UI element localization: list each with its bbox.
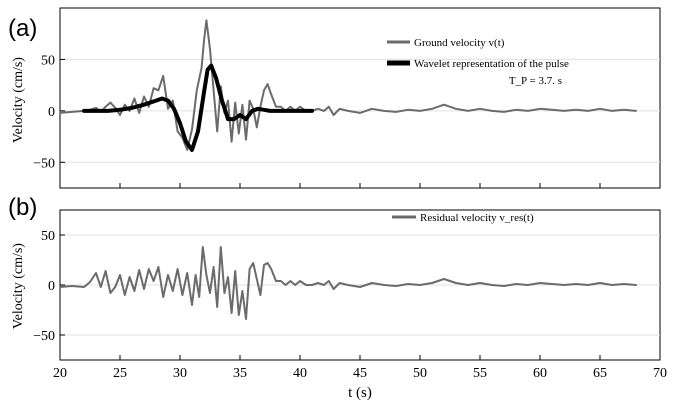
x-tick-label: 35	[233, 366, 247, 381]
panel-a-axes-frame	[59, 7, 661, 189]
series-line-a-1	[82, 63, 314, 152]
x-tick-label: 60	[533, 366, 547, 381]
legend-note-period: T_P = 3.7. s	[509, 75, 562, 87]
panel-b-ticks: −50 0 50 20 25 30 35 40 45 50 55 60 65 70	[33, 229, 667, 381]
panel-b: −50 0 50 20 25 30 35 40 45 50 55 60 65 70 Residual ve…	[8, 194, 667, 401]
y-tick-label: −50	[33, 156, 55, 171]
panel-b-legend: Residual velocity v_res(t)	[392, 212, 534, 224]
x-tick-label: 45	[353, 366, 367, 381]
x-tick-label: 30	[173, 366, 187, 381]
panel-a-legend: Ground velocity v(t) Wavelet representat…	[387, 37, 569, 87]
panel-label-b: (b)	[8, 194, 37, 221]
panel-a-lines	[59, 19, 637, 152]
x-tick-label: 50	[413, 366, 427, 381]
x-tick-label: 25	[113, 366, 127, 381]
legend-label-residual: Residual velocity v_res(t)	[420, 212, 534, 224]
x-axis-label: t (s)	[348, 385, 372, 401]
x-tick-label: 20	[53, 366, 67, 381]
legend-label-wavelet: Wavelet representation of the pulse	[414, 58, 569, 70]
legend-label-ground-velocity: Ground velocity v(t)	[414, 37, 505, 49]
panel-a-ticks: −50 0 50	[33, 53, 661, 188]
series-line-b-0	[59, 246, 637, 320]
panel-a: −50 0 50 Ground velocity v(t) Wavelet repr…	[8, 7, 661, 189]
x-tick-label: 40	[293, 366, 307, 381]
panel-b-ylabel: Velocity (cm/s)	[11, 243, 26, 329]
panel-a-ylabel: Velocity (cm/s)	[11, 57, 26, 143]
y-tick-label: 50	[41, 53, 55, 68]
y-tick-label: 0	[48, 279, 55, 294]
panel-label-a: (a)	[8, 15, 37, 42]
series-line-a-0	[59, 19, 637, 151]
x-tick-label: 55	[473, 366, 487, 381]
y-tick-label: 50	[41, 229, 55, 244]
y-tick-label: 0	[48, 105, 55, 120]
x-tick-label: 65	[593, 366, 607, 381]
x-tick-label: 70	[653, 366, 667, 381]
y-tick-label: −50	[33, 329, 55, 344]
panel-b-lines	[59, 246, 637, 320]
